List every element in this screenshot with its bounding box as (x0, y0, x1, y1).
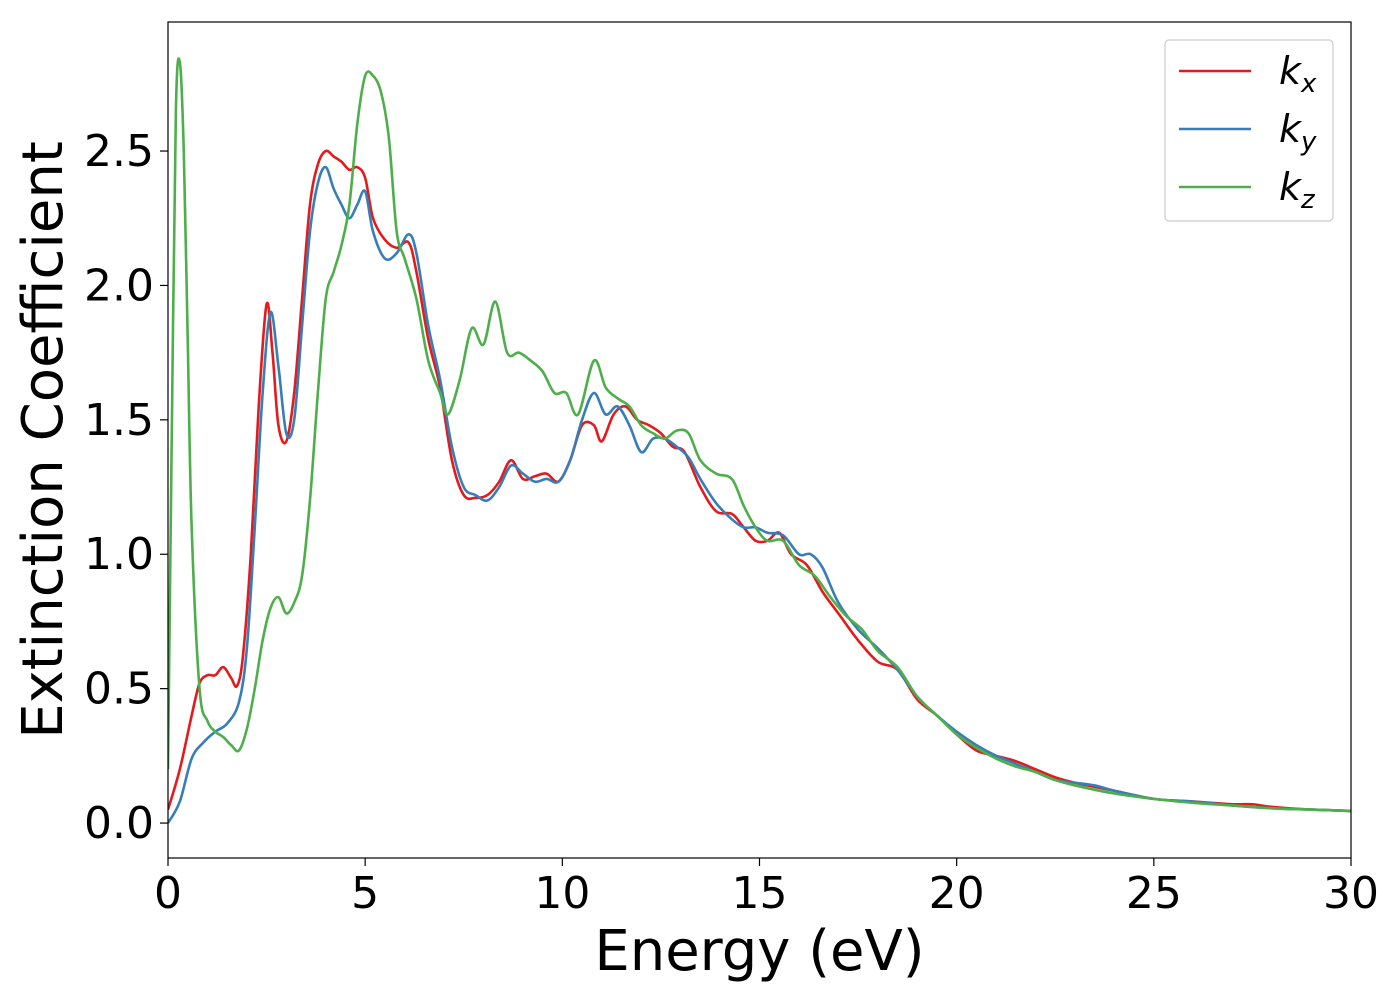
y-tick-label: 2.0 (84, 260, 154, 311)
legend-label-k-y: ky (1279, 107, 1317, 157)
series-line-k-x (168, 149, 1351, 813)
legend-label-k-z: kz (1279, 165, 1316, 215)
y-tick-label: 2.5 (84, 126, 154, 177)
y-tick-label: 0.0 (84, 798, 154, 849)
legend-label-k-x: kx (1279, 49, 1317, 99)
legend-frame (1164, 39, 1334, 222)
legend: kx ky kz (1164, 39, 1334, 222)
x-tick-label: 0 (154, 868, 182, 919)
series-line-k-y (168, 165, 1351, 824)
series-line-k-z (168, 57, 1351, 813)
y-tick-label: 1.5 (84, 395, 154, 446)
x-tick-label: 15 (732, 868, 788, 919)
x-tick-label: 30 (1323, 868, 1379, 919)
y-tick-label: 1.0 (84, 529, 154, 580)
y-axis-label: Extinction Coefficient (11, 141, 76, 739)
x-tick-label: 20 (929, 868, 985, 919)
x-tick-label: 10 (534, 868, 590, 919)
axis-ticks: 0 5 10 15 20 25 30 0.0 0.5 1.0 1.5 2.0 2.5 (84, 126, 1379, 919)
y-tick-label: 0.5 (84, 664, 154, 715)
series-lines (168, 57, 1351, 824)
x-tick-label: 25 (1126, 868, 1182, 919)
x-tick-label: 5 (351, 868, 379, 919)
x-axis-label: Energy (eV) (594, 919, 924, 984)
